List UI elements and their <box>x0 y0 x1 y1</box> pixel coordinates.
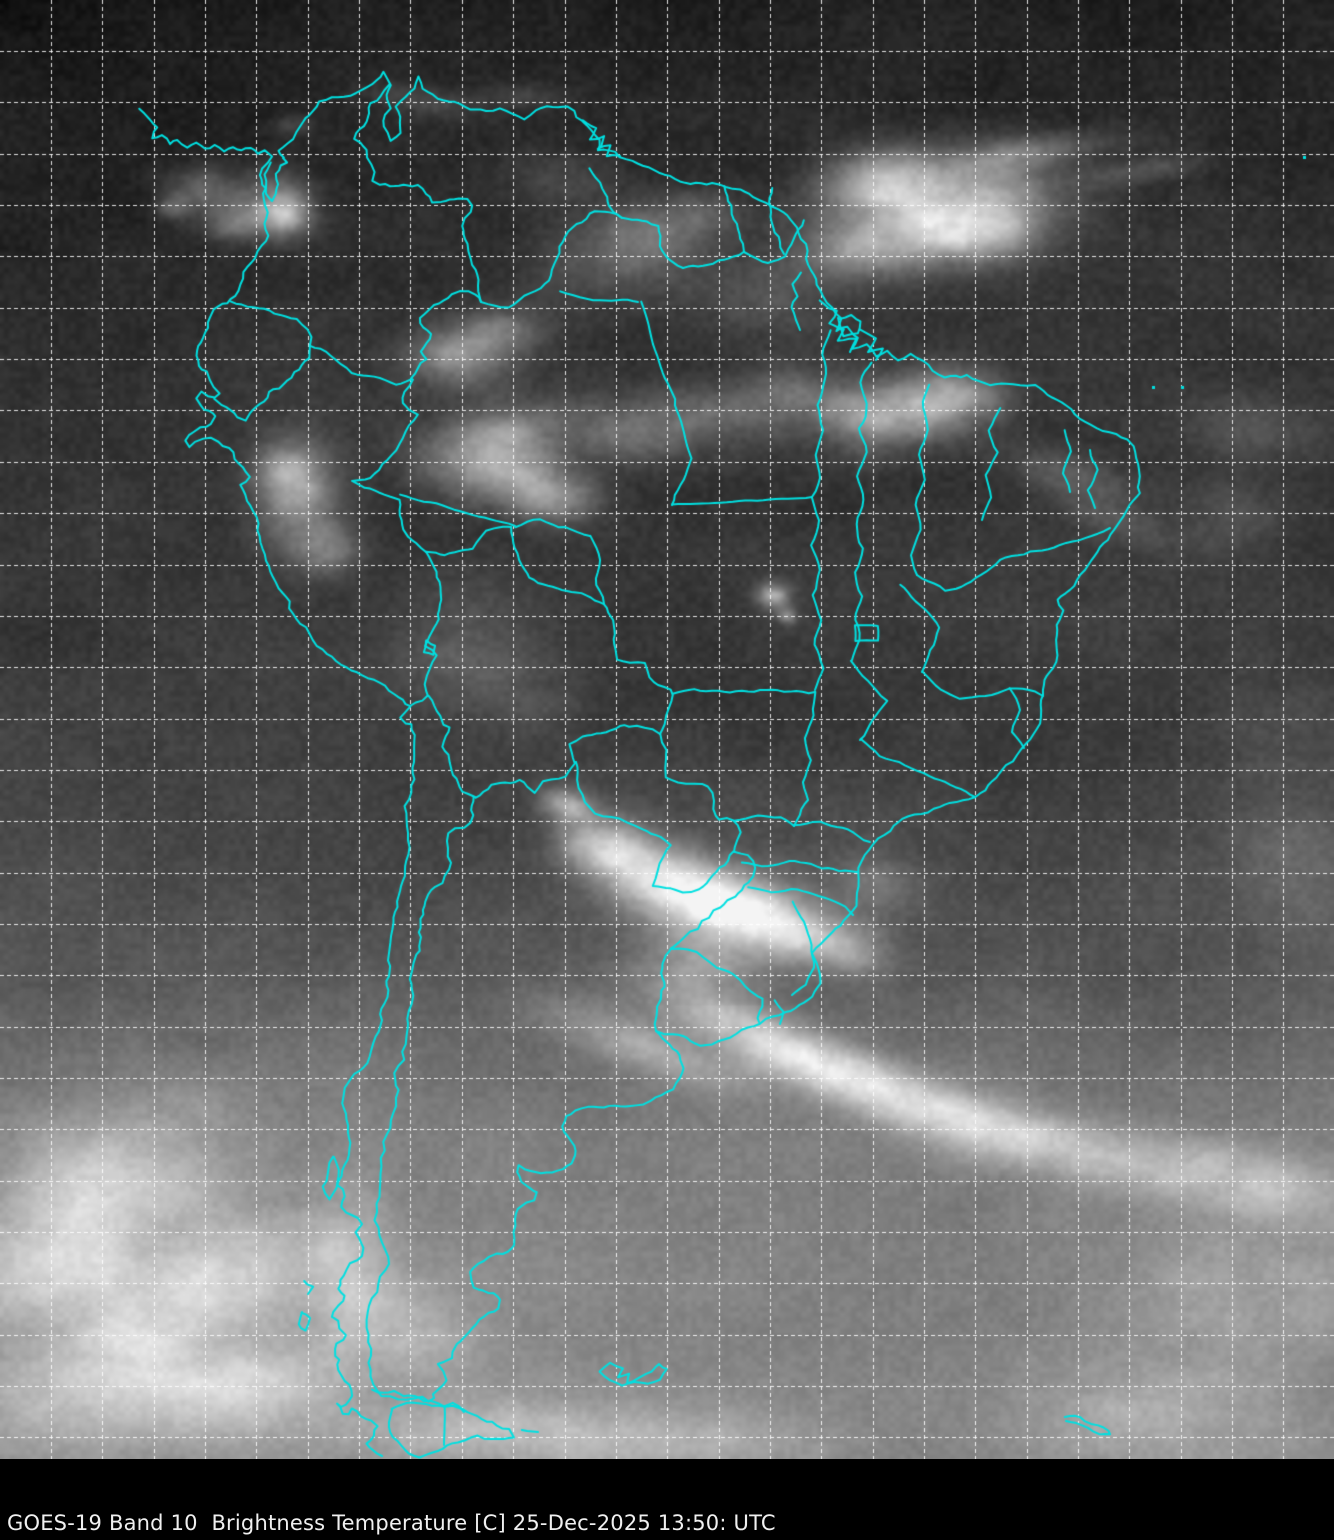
satellite-image-canvas <box>0 0 1334 1459</box>
caption-text: GOES-19 Band 10 Brightness Temperature [… <box>7 1511 776 1535</box>
caption-bar: GOES-19 Band 10 Brightness Temperature [… <box>0 1459 1334 1540</box>
